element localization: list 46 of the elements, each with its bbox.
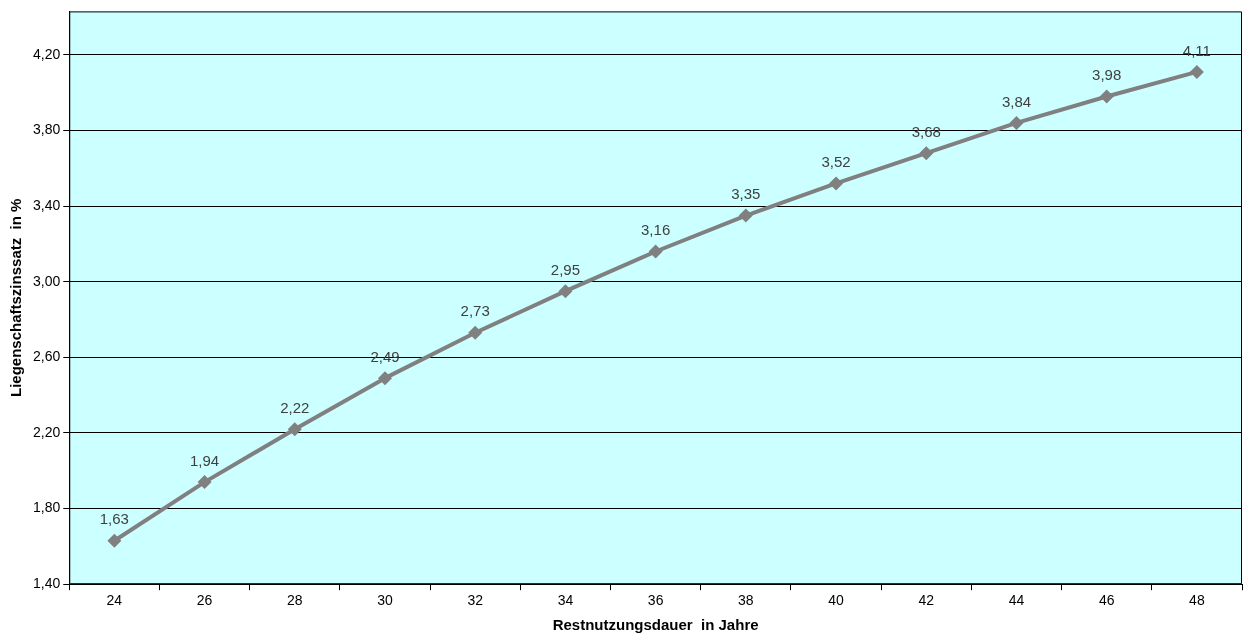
point bbox=[829, 176, 844, 191]
point bbox=[468, 325, 483, 340]
data-label: 3,98 bbox=[1092, 66, 1122, 84]
point bbox=[1189, 64, 1204, 79]
point bbox=[377, 371, 392, 386]
point bbox=[1099, 89, 1114, 104]
y-axis-title: Liegenschaftszinssatz in % bbox=[7, 198, 25, 397]
point bbox=[1009, 115, 1024, 130]
x-tick-label: 40 bbox=[828, 592, 845, 609]
point bbox=[919, 146, 934, 161]
data-label: 2,22 bbox=[280, 398, 310, 416]
x-tick-label: 28 bbox=[286, 592, 303, 609]
y-tick-label: 1,80 bbox=[33, 499, 61, 516]
data-label: 1,63 bbox=[99, 510, 129, 528]
data-label: 2,95 bbox=[550, 260, 581, 278]
x-axis-title: Restnutzungsdauer in Jahre bbox=[552, 616, 759, 634]
y-tick-label: 2,60 bbox=[33, 348, 61, 365]
point bbox=[648, 244, 663, 259]
x-tick-label: 38 bbox=[738, 592, 754, 609]
y-tick-label: 3,80 bbox=[33, 121, 61, 138]
data-label: 1,94 bbox=[189, 451, 220, 469]
x-tick-label: 34 bbox=[557, 592, 574, 609]
point bbox=[197, 475, 212, 490]
point bbox=[107, 533, 122, 548]
y-tick-label: 2,20 bbox=[33, 423, 61, 440]
data-label: 3,16 bbox=[641, 221, 671, 239]
point bbox=[558, 284, 573, 299]
data-label: 2,73 bbox=[460, 302, 490, 320]
y-tick-label: 3,00 bbox=[33, 272, 61, 289]
x-tick-label: 24 bbox=[106, 592, 123, 609]
data-label: 3,52 bbox=[821, 153, 851, 171]
point bbox=[738, 208, 753, 223]
x-tick-label: 30 bbox=[377, 592, 393, 609]
y-tick-label: 3,40 bbox=[33, 196, 61, 213]
x-tick-label: 46 bbox=[1098, 592, 1115, 609]
x-tick-label: 36 bbox=[647, 592, 664, 609]
y-tick-label: 1,40 bbox=[33, 575, 61, 592]
x-tick-label: 48 bbox=[1189, 592, 1205, 609]
point bbox=[287, 422, 302, 437]
x-tick-label: 42 bbox=[918, 592, 935, 609]
y-tick-label: 4,20 bbox=[33, 45, 61, 62]
x-tick-label: 26 bbox=[196, 592, 213, 609]
x-tick-label: 44 bbox=[1008, 592, 1025, 609]
data-label: 3,84 bbox=[1001, 92, 1032, 110]
data-label: 3,35 bbox=[731, 185, 761, 203]
x-tick-label: 32 bbox=[467, 592, 484, 609]
